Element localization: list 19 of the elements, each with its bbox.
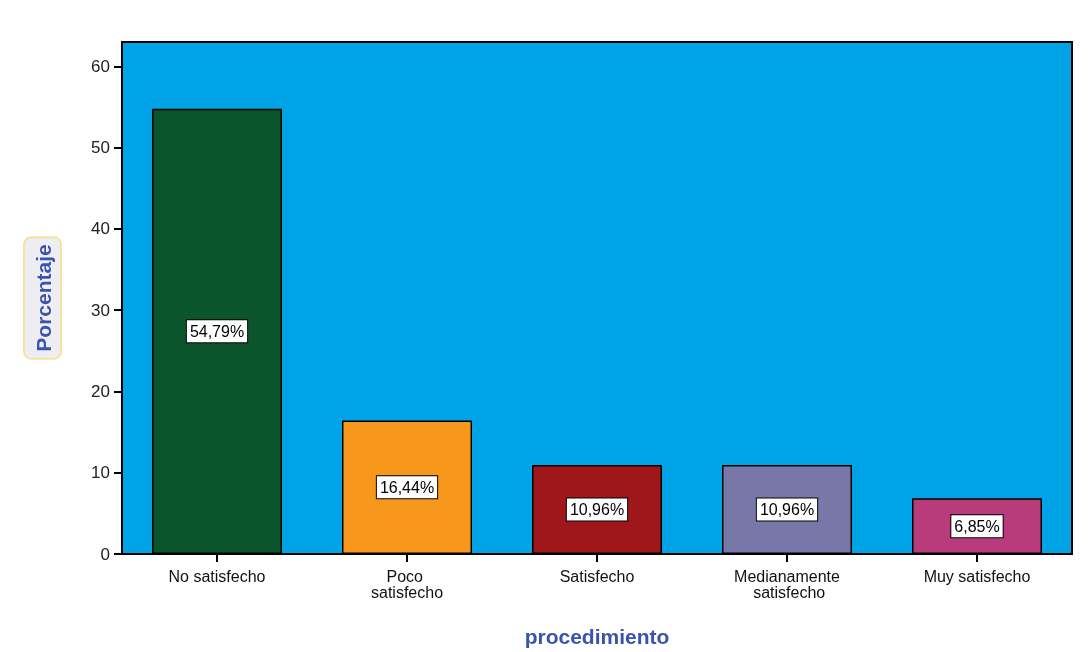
y-axis-title: Porcentaje — [32, 244, 55, 352]
data-label: 10,96% — [759, 500, 815, 518]
y-tick-label: 50 — [91, 138, 110, 158]
x-tick-label: Medianamente satisfecho — [734, 567, 841, 601]
x-tick-label: No satisfecho — [168, 567, 266, 585]
data-label: 54,79% — [189, 322, 245, 340]
data-label: 16,44% — [379, 478, 435, 496]
data-label: 6,85% — [954, 517, 1000, 535]
x-axis-title: procedimiento — [524, 625, 670, 648]
x-tick-label: Satisfecho — [559, 567, 635, 585]
y-tick-label: 30 — [91, 300, 110, 320]
data-label: 10,96% — [569, 500, 625, 518]
x-tick-label: Muy satisfecho — [923, 567, 1031, 585]
y-tick-label: 10 — [91, 463, 110, 483]
x-tick-label: Poco satisfecho — [370, 567, 444, 601]
y-tick-label: 60 — [91, 56, 110, 76]
y-tick-label: 20 — [91, 381, 110, 401]
y-tick-label: 0 — [100, 544, 110, 564]
y-tick-label: 40 — [91, 219, 110, 239]
